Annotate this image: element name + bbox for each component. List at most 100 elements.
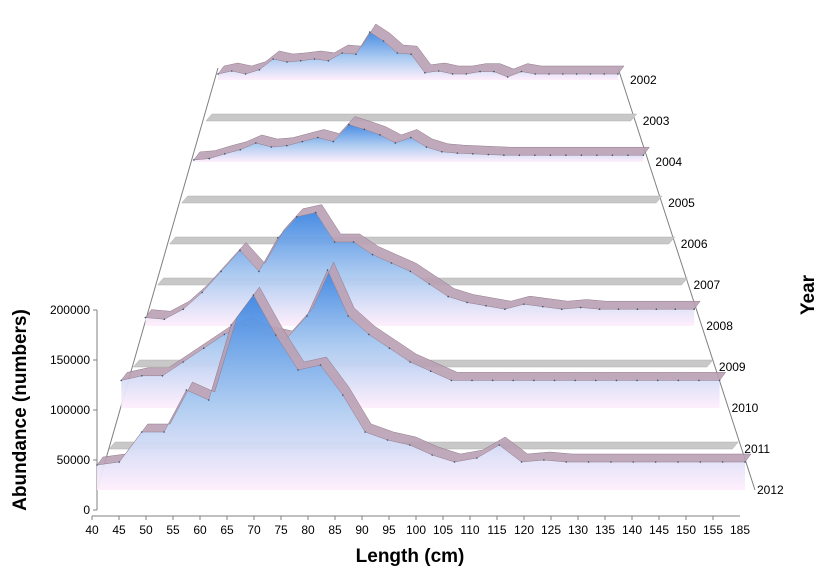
x-tick-label: 115 [487,523,506,537]
data-point-2012-185 [744,461,746,463]
data-point-2012-110 [409,444,411,446]
data-point-2004-45 [208,157,211,160]
ribbon-area-2012 [97,295,745,490]
x-tick-label: 140 [622,523,642,537]
x-tick-label: 90 [355,523,369,537]
data-point-2012-80 [274,334,277,336]
data-point-2008-135 [504,308,506,311]
data-point-2002-95 [368,31,371,33]
data-point-2002-50 [244,73,247,75]
x-tick-label: 95 [382,523,396,537]
data-point-2008-180 [674,308,677,311]
data-point-2008-170 [636,308,639,311]
x-tick-label: 120 [514,523,534,537]
data-point-2012-40 [96,464,98,466]
data-point-2002-90 [355,53,357,55]
x-tick-label: 85 [328,523,342,537]
data-point-2010-90 [326,269,329,271]
x-tick-label: 55 [166,523,180,537]
data-point-2004-145 [518,154,521,156]
y-tick-label: 0 [83,503,90,517]
data-point-2008-105 [390,262,393,264]
data-point-2002-140 [493,70,495,73]
data-point-2012-145 [565,461,568,463]
data-point-2008-185 [693,308,695,311]
data-point-2004-130 [472,153,474,155]
y-tick-label: 150000 [50,353,90,367]
data-point-2012-55 [163,431,165,433]
data-point-2008-95 [352,241,355,243]
x-tick-label: 150 [676,523,696,537]
data-point-2004-175 [611,154,614,156]
data-point-2012-180 [721,461,724,463]
data-point-2008-40 [144,316,147,319]
year-label-2002: 2002 [630,73,657,87]
data-point-2010-170 [656,379,659,382]
series-2003 [205,113,638,122]
data-point-2012-155 [610,461,612,463]
data-point-2010-185 [718,379,721,382]
data-point-2002-165 [562,73,564,75]
data-point-2012-115 [431,454,433,456]
ribbon-area-2002 [218,32,618,80]
data-point-2004-100 [379,134,381,136]
data-point-2012-75 [252,294,255,296]
data-point-2012-120 [453,461,456,463]
data-point-2004-180 [627,154,629,156]
series-2012 [96,286,752,490]
data-point-2002-155 [534,73,537,75]
data-point-2004-120 [441,151,443,153]
data-point-2002-60 [272,58,274,60]
z-axis-title: Year [798,274,819,315]
ribbon-area-2008 [145,212,695,326]
data-point-2010-175 [677,379,680,382]
series-2004 [193,116,650,162]
data-point-2002-130 [465,73,468,75]
data-point-2002-45 [230,70,233,72]
data-point-2010-45 [141,375,143,377]
data-point-2008-130 [485,305,487,307]
data-point-2002-100 [382,40,385,42]
data-point-2010-150 [574,379,576,382]
data-point-2002-170 [575,73,578,75]
data-point-2008-65 [239,249,241,252]
data-point-2012-175 [699,461,702,463]
data-point-2008-80 [295,216,298,218]
y-axis-title: Abundance (numbers) [10,309,31,511]
x-tick-label: 105 [433,523,453,537]
data-point-2004-140 [503,154,505,156]
data-point-2008-115 [428,283,431,285]
data-point-2004-170 [596,154,598,156]
series-2005 [181,195,663,204]
data-point-2012-160 [632,461,635,463]
data-point-2002-110 [410,53,412,55]
x-tick-label: 45 [112,523,126,537]
data-point-2010-125 [471,379,473,382]
data-point-2002-150 [520,70,523,73]
year-label-2006: 2006 [681,237,708,251]
year-label-2007: 2007 [694,278,721,292]
data-point-2002-125 [451,73,454,75]
x-tick-label: 135 [595,523,615,537]
data-point-2012-170 [677,461,679,463]
data-point-2004-60 [255,142,257,144]
data-point-2010-115 [429,370,432,373]
data-point-2010-155 [594,379,597,382]
data-point-2004-80 [317,136,319,139]
year-label-2010: 2010 [732,401,759,415]
data-point-2002-115 [424,72,426,74]
data-point-2002-80 [327,60,330,62]
data-point-2008-75 [277,237,279,239]
data-point-2004-85 [332,140,335,143]
data-point-2012-140 [543,459,545,461]
data-point-2010-105 [388,347,391,350]
x-tick-label: 185 [730,523,750,537]
data-point-2004-185 [642,154,645,156]
x-tick-label: 100 [406,523,426,537]
data-point-2010-135 [512,379,515,382]
x-axis-title: Length (cm) [356,546,465,567]
data-point-2002-105 [396,52,399,54]
data-point-2002-160 [548,73,550,75]
data-point-2008-70 [258,270,260,273]
